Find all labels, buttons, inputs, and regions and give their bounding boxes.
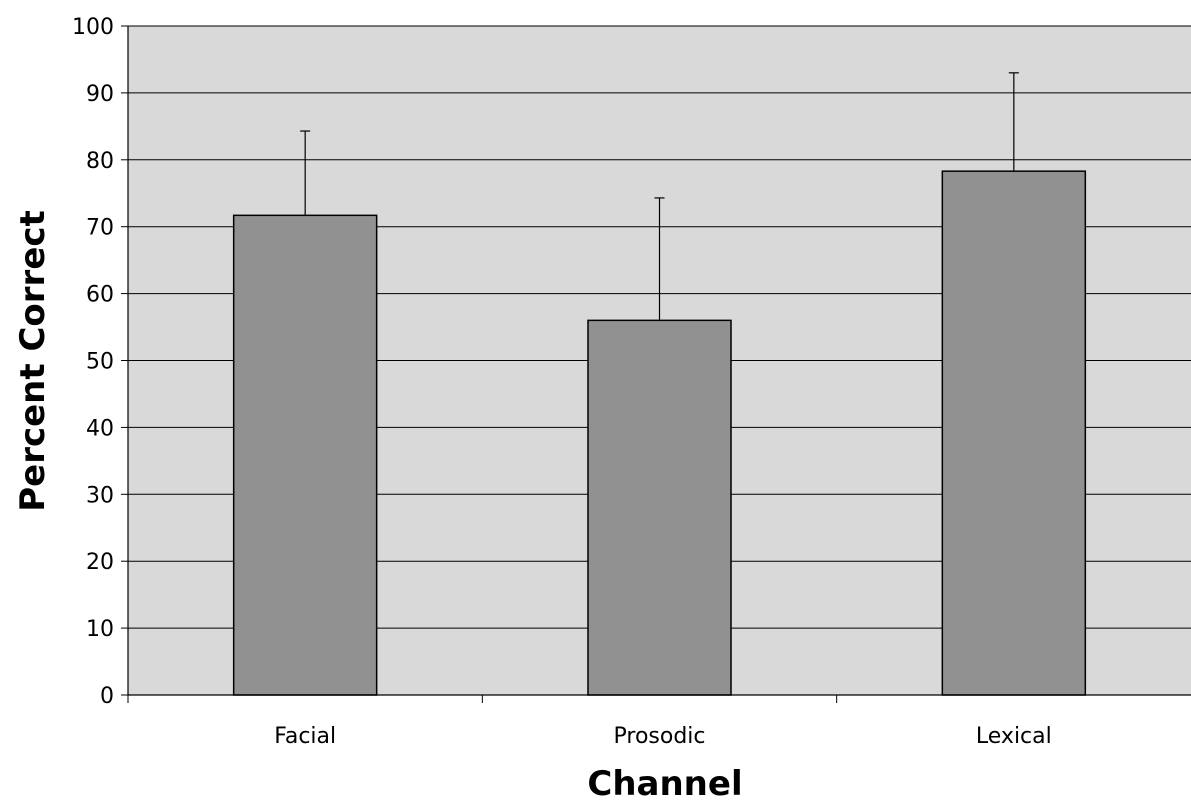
x-tick-label: Facial — [274, 724, 336, 749]
y-tick-label: 20 — [86, 550, 114, 575]
y-tick-label: 40 — [86, 416, 114, 441]
y-tick-label: 50 — [86, 350, 114, 375]
y-tick-label: 60 — [86, 283, 114, 308]
y-axis-title: Percent Correct — [13, 210, 53, 512]
x-tick-labels: Facial Prosodic Lexical — [274, 724, 1052, 749]
x-tick-label: Prosodic — [614, 724, 706, 749]
y-tick-label: 0 — [100, 684, 114, 709]
error-bars — [300, 72, 1019, 321]
bars — [232, 170, 1087, 696]
bar-facial — [232, 214, 378, 696]
x-tick-label: Lexical — [976, 724, 1052, 749]
y-tick-label: 70 — [86, 216, 114, 241]
y-tick-labels: 0 10 20 30 40 50 60 70 80 90 100 — [72, 15, 128, 709]
y-tick-label: 100 — [72, 15, 114, 40]
bar-prosodic — [587, 319, 732, 696]
x-axis-title: Channel — [587, 764, 742, 802]
y-tick-label: 90 — [86, 82, 114, 107]
y-tick-label: 80 — [86, 149, 114, 174]
y-tick-label: 30 — [86, 483, 114, 508]
bar-lexical — [941, 170, 1087, 696]
y-tick-label: 10 — [86, 617, 114, 642]
